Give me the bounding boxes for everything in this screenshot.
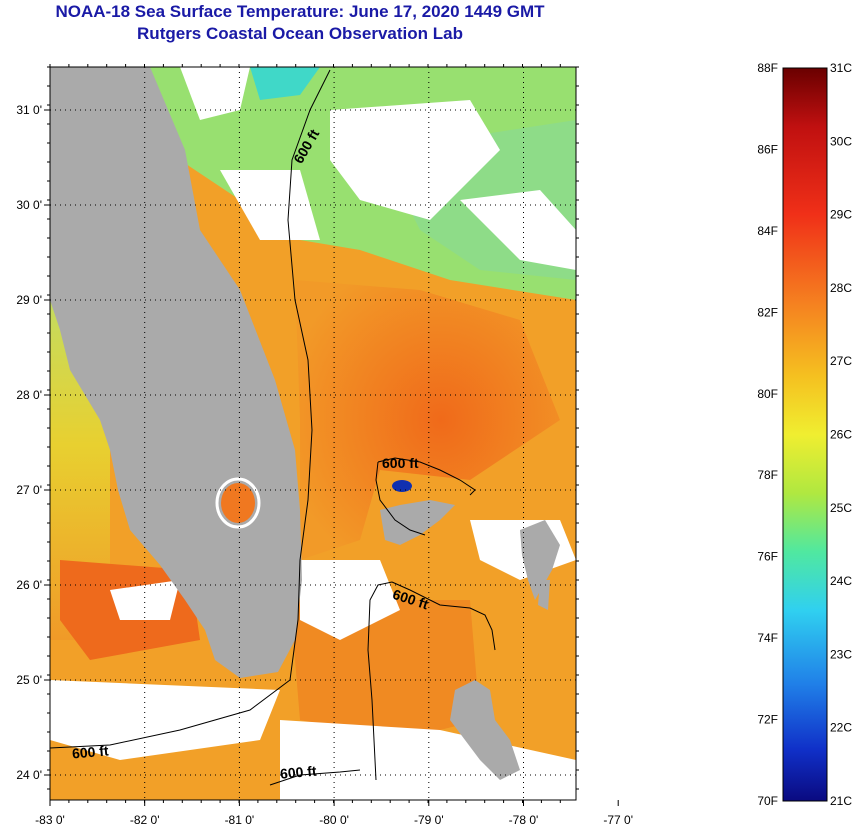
colorbar-f-label: 84F bbox=[757, 224, 778, 238]
lon-tick-label: -80 0' bbox=[319, 813, 349, 827]
colorbar-f-label: 78F bbox=[757, 468, 778, 482]
colorbar-fahrenheit-labels: 88F 86F 84F 82F 80F 78F 76F 74F 72F 70F bbox=[757, 61, 778, 808]
map-subtitle: Rutgers Coastal Ocean Observation Lab bbox=[137, 24, 463, 43]
grand-bahama bbox=[380, 500, 455, 545]
contour-label-cuba: 600 ft bbox=[279, 763, 317, 782]
colorbar-c-label: 28C bbox=[830, 281, 852, 295]
lon-tick-label: -81 0' bbox=[225, 813, 255, 827]
colorbar-c-label: 27C bbox=[830, 354, 852, 368]
colorbar-f-label: 76F bbox=[757, 550, 778, 564]
colorbar-c-label: 26C bbox=[830, 428, 852, 442]
graticule bbox=[50, 67, 576, 800]
colorbar-c-label: 25C bbox=[830, 501, 852, 515]
colorbar-f-label: 82F bbox=[757, 305, 778, 319]
longitude-ticks: -83 0' -82 0' -81 0' -80 0' -79 0' -78 0' -77 … bbox=[35, 64, 633, 827]
latitude-ticks: 31 0' 30 0' 29 0' 28 0' 27 0' 26 0' 25 0' 24 0' bbox=[16, 66, 579, 790]
lon-tick-label: -77 0' bbox=[603, 813, 633, 827]
colorbar-c-label: 31C bbox=[830, 61, 852, 75]
cloud-1 bbox=[180, 67, 250, 120]
lat-tick-label: 31 0' bbox=[16, 103, 42, 117]
contour-label-keys: 600 ft bbox=[71, 742, 109, 761]
lat-tick-label: 27 0' bbox=[16, 483, 42, 497]
colorbar-f-label: 80F bbox=[757, 387, 778, 401]
colorbar-f-label: 72F bbox=[757, 713, 778, 727]
colorbar-f-label: 74F bbox=[757, 631, 778, 645]
lon-tick-label: -82 0' bbox=[130, 813, 160, 827]
contour-label-bahamas: 600 ft bbox=[382, 455, 419, 471]
colorbar-celsius-labels: 31C 30C 29C 28C 27C 26C 25C 24C 23C 22C 21C bbox=[830, 61, 852, 808]
lon-tick-label: -78 0' bbox=[509, 813, 539, 827]
colorbar-c-label: 23C bbox=[830, 647, 852, 661]
lat-tick-label: 30 0' bbox=[16, 198, 42, 212]
colorbar-f-label: 70F bbox=[757, 794, 778, 808]
lat-tick-label: 28 0' bbox=[16, 388, 42, 402]
lon-tick-label: -83 0' bbox=[35, 813, 65, 827]
florida-land bbox=[50, 67, 302, 678]
lat-tick-label: 29 0' bbox=[16, 293, 42, 307]
andros-island bbox=[450, 680, 520, 780]
lon-tick-label: -79 0' bbox=[414, 813, 444, 827]
colorbar-scale bbox=[782, 67, 828, 802]
colorbar-c-label: 22C bbox=[830, 721, 852, 735]
cloud-4 bbox=[280, 720, 576, 800]
colorbar-c-label: 30C bbox=[830, 134, 852, 148]
cloud-2 bbox=[330, 100, 500, 220]
colorbar-c-label: 21C bbox=[830, 794, 852, 808]
map-image bbox=[50, 67, 576, 800]
colorbar-f-label: 86F bbox=[757, 142, 778, 156]
colorbar-f-label: 88F bbox=[757, 61, 778, 75]
colorbar-c-label: 24C bbox=[830, 574, 852, 588]
isobath-600ft bbox=[50, 69, 496, 786]
cloud-3 bbox=[300, 560, 400, 640]
map-title: NOAA-18 Sea Surface Temperature: June 17… bbox=[55, 2, 545, 21]
colorbar-c-label: 29C bbox=[830, 208, 852, 222]
lake-okeechobee bbox=[221, 483, 255, 523]
lat-tick-label: 26 0' bbox=[16, 578, 42, 592]
warm-gulf-stream bbox=[295, 280, 560, 560]
lat-tick-label: 25 0' bbox=[16, 673, 42, 687]
abaco-island bbox=[520, 520, 560, 600]
lat-tick-label: 24 0' bbox=[16, 768, 42, 782]
